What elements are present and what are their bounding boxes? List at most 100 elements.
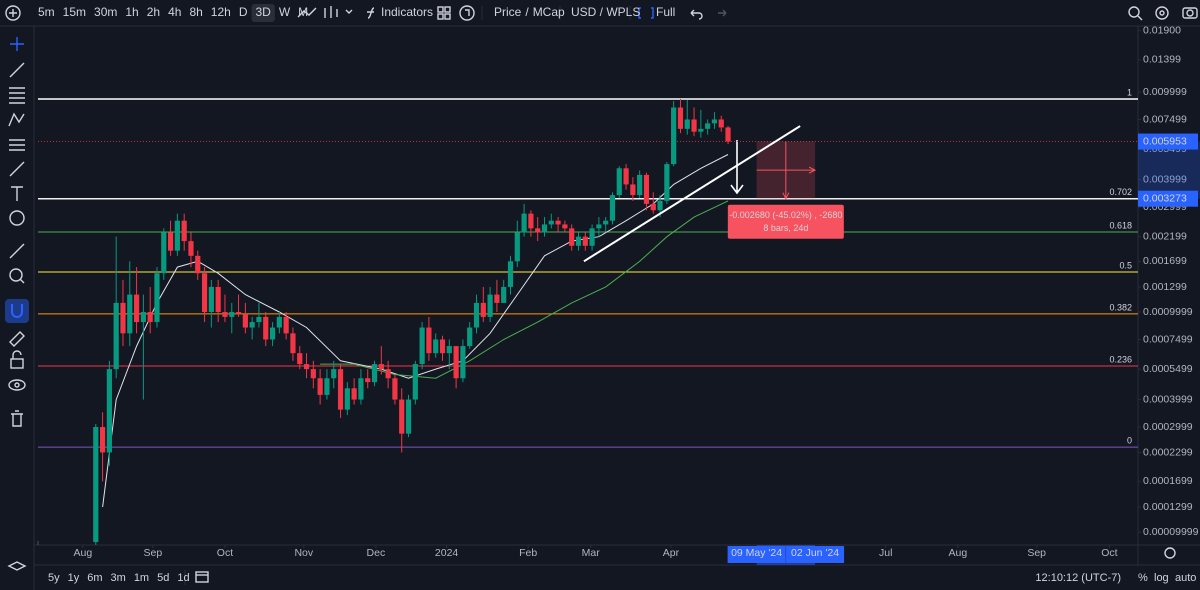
range-button[interactable]: 1y (68, 572, 80, 584)
candle-body (725, 127, 731, 142)
candle-body (290, 333, 296, 354)
hide-tool[interactable] (8, 379, 26, 391)
range-button[interactable]: 1m (134, 572, 149, 584)
pattern-tool[interactable] (8, 112, 25, 127)
candle-body (582, 236, 588, 246)
interval-button[interactable]: 15m (63, 5, 86, 19)
interval-button[interactable]: 2h (147, 5, 160, 19)
undo[interactable] (690, 9, 703, 20)
clock: 12:10:12 (UTC-7) (1035, 572, 1121, 584)
snapshot[interactable] (1182, 7, 1198, 19)
candle-body (93, 427, 99, 543)
range-button[interactable]: 1d (177, 572, 189, 584)
crosshair-tool[interactable] (10, 37, 24, 51)
candle-body (310, 369, 316, 379)
fib-tool[interactable] (9, 87, 25, 104)
trendline (583, 125, 801, 263)
full-icon[interactable] (638, 7, 654, 19)
candle-body (222, 312, 228, 317)
interval-button[interactable]: 12h (211, 5, 231, 19)
object-tree[interactable] (7, 561, 27, 571)
interval-button[interactable]: 1h (125, 5, 138, 19)
candle-body (201, 273, 208, 313)
candle-body (603, 220, 609, 225)
interval-button[interactable]: W (279, 5, 291, 19)
candle-body (235, 312, 242, 314)
candle-body (535, 228, 541, 233)
text-tool[interactable] (11, 186, 23, 201)
y-tick-label: 0.0002999 (1143, 421, 1193, 433)
emoji-tool[interactable] (9, 210, 25, 226)
mcap-toggle[interactable]: MCap (533, 5, 565, 19)
zoom-tool[interactable] (9, 268, 25, 284)
templates[interactable] (437, 6, 451, 20)
candle-body (698, 128, 704, 132)
candle-body (215, 286, 221, 313)
candle-body (208, 286, 214, 313)
x-tick-label: Apr (663, 547, 680, 559)
stay-drawing-tool[interactable] (9, 331, 25, 347)
candle-body (426, 327, 432, 354)
candle-body (528, 213, 534, 229)
add-symbol[interactable] (5, 5, 21, 21)
percent-toggle[interactable]: % (1138, 572, 1148, 584)
range-button[interactable]: 5d (157, 572, 169, 584)
search[interactable] (1128, 6, 1143, 21)
delete-tool[interactable] (11, 410, 23, 427)
measure-cross (756, 141, 817, 200)
price-range-highlight (1138, 141, 1200, 199)
alert[interactable] (459, 5, 475, 21)
candle-body (446, 346, 452, 354)
brush-tool[interactable] (9, 161, 25, 177)
candle-body (643, 174, 650, 204)
interval-button[interactable]: 5m (38, 5, 55, 19)
indicators-icon[interactable] (367, 7, 375, 19)
x-tick-label: Oct (1101, 547, 1117, 559)
candle-body (541, 224, 548, 233)
candle-body (133, 294, 140, 323)
candle-body (548, 220, 554, 225)
interval-button[interactable]: 8h (189, 5, 202, 19)
date-badge (786, 546, 845, 563)
indicators-button[interactable]: Indicators (381, 5, 433, 19)
price-toggle[interactable]: Price (494, 5, 522, 19)
dropdown[interactable] (345, 9, 353, 14)
range-button[interactable]: 5y (48, 572, 60, 584)
date-badge (727, 546, 786, 563)
pair-button[interactable]: USD / WPLS (571, 5, 640, 19)
lock-tool[interactable] (10, 350, 24, 369)
date-range[interactable] (195, 571, 209, 583)
interval-button[interactable]: M (298, 5, 308, 19)
y-tick-label: 0.0001299 (1143, 501, 1193, 513)
price-badge-label: 0.005953 (1143, 135, 1187, 147)
projection-tool[interactable] (9, 139, 25, 151)
range-button[interactable]: 3m (111, 572, 126, 584)
time-settings[interactable] (1164, 547, 1176, 559)
ruler-tool[interactable] (9, 243, 25, 259)
trendline-tool[interactable] (9, 62, 25, 78)
full-button[interactable]: Full (656, 5, 675, 19)
interval-button[interactable]: D (239, 5, 248, 19)
candle-body (385, 369, 391, 379)
chart-style[interactable] (297, 7, 317, 18)
y-tick-label: 0.003999 (1143, 173, 1187, 185)
candle-body (161, 232, 167, 274)
candle-body (705, 123, 711, 129)
interval-button[interactable]: 30m (94, 5, 117, 19)
candle-style[interactable] (324, 6, 338, 18)
interval-button[interactable]: 4h (168, 5, 181, 19)
log-toggle[interactable]: log (1154, 572, 1169, 584)
magnet-tool[interactable] (11, 304, 23, 318)
candle-body (106, 369, 112, 453)
interval-button[interactable]: 3D (256, 5, 272, 19)
candle-body (453, 346, 459, 379)
candle-body (514, 232, 520, 262)
y-tick-label: 0.007499 (1143, 113, 1187, 125)
candle-body (487, 294, 493, 317)
range-button[interactable]: 6m (87, 572, 102, 584)
auto-toggle[interactable]: auto (1175, 572, 1196, 584)
settings[interactable] (1155, 6, 1169, 20)
candle-body (351, 388, 357, 400)
